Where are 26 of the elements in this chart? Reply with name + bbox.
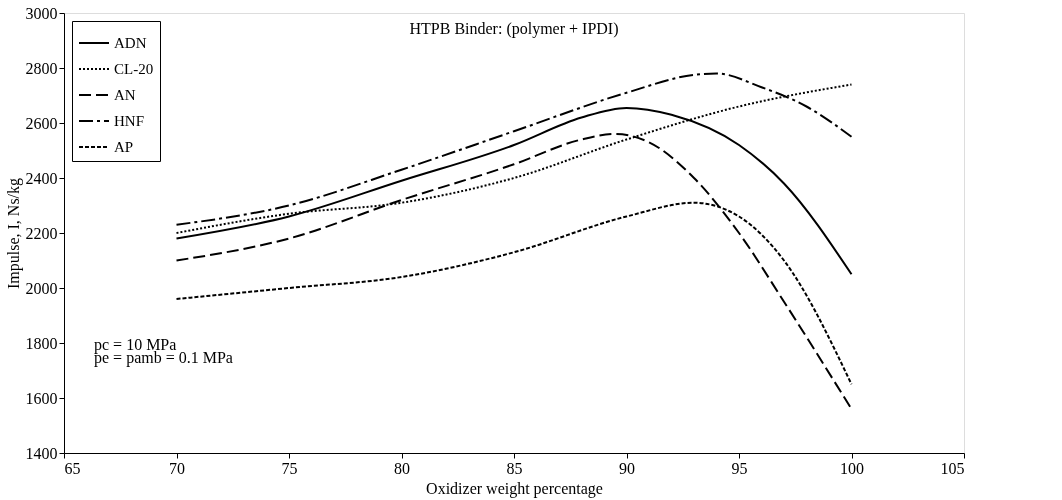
x-tick-label: 65 [64,459,81,477]
x-tick-label: 75 [281,459,298,477]
x-tick-label: 90 [619,459,635,477]
y-axis-title: Impulse, I, Ns/kg [4,177,23,290]
x-tick-label: 100 [840,459,864,477]
legend-label: CL-20 [114,61,154,77]
y-tick-label: 1800 [25,334,58,352]
y-tick-label: 2000 [25,279,58,297]
y-tick-label: 1400 [25,444,58,462]
legend-label: AN [114,87,136,103]
y-tick-label: 2800 [25,59,58,77]
legend-label: ADN [114,35,147,51]
y-tick-label: 1600 [25,389,58,407]
y-tick-label: 2400 [25,169,58,187]
legend-label: AP [114,139,134,155]
x-axis-title: Oxidizer weight percentage [426,479,603,498]
x-tick-label: 85 [506,459,523,477]
x-tick-label: 80 [394,459,410,477]
y-tick-label: 3000 [25,4,58,22]
y-tick-label: 2200 [25,224,58,242]
x-tick-label: 70 [169,459,185,477]
x-tick-label: 95 [731,459,748,477]
chart-title: HTPB Binder: (polymer + IPDI) [409,20,619,38]
x-tick-label: 105 [940,459,965,477]
legend-label: HNF [114,113,145,129]
y-tick-label: 2600 [25,114,58,132]
